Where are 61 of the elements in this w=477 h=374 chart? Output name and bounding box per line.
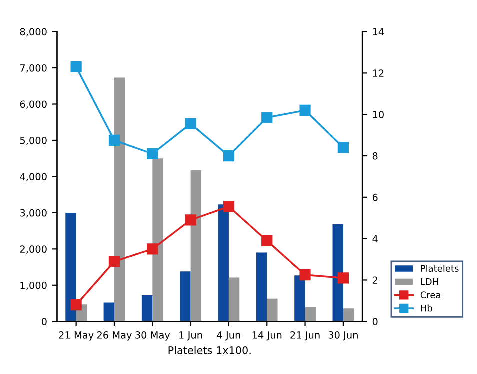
point <box>223 201 235 212</box>
y-tick-label: 2,000 <box>20 246 47 254</box>
bar <box>332 224 344 322</box>
y-tick-label: 5,000 <box>20 136 47 146</box>
y-tick-label: 0 <box>42 318 47 326</box>
point <box>262 112 273 124</box>
y-tick-label: 1,000 <box>20 282 47 290</box>
point <box>262 235 273 246</box>
legend-label: Crea <box>420 292 440 299</box>
bar <box>294 276 306 322</box>
y2-tick-label: 10 <box>373 111 384 118</box>
bar <box>66 212 76 322</box>
x-axis-title: Platelets 1x100. <box>168 346 251 354</box>
x-tick-label: 14 Jun <box>252 332 282 341</box>
legend-label: Hb <box>421 304 432 312</box>
legend-label: LDH <box>421 278 438 286</box>
y-tick-label: 8,000 <box>20 28 47 37</box>
x-tick-label: 1 Jun <box>180 332 202 341</box>
bar <box>305 308 316 322</box>
y2-tick-label: 14 <box>373 28 384 36</box>
y-tick-label: 4,000 <box>20 173 47 182</box>
point <box>108 256 120 268</box>
x-tick-label: 4 Jun <box>217 332 240 341</box>
y2-tick-label: 4 <box>372 235 378 243</box>
point <box>300 104 311 116</box>
x-tick-label: 30 May <box>136 332 170 341</box>
x-tick-label: 21 May <box>59 332 94 341</box>
bar <box>180 272 191 322</box>
point <box>185 118 196 130</box>
y-tick-label: 7,000 <box>20 64 47 73</box>
y2-tick-label: 2 <box>372 276 378 284</box>
legend-label: Platelets <box>421 265 459 272</box>
bar <box>114 78 126 322</box>
y2-tick-label: 6 <box>372 194 378 202</box>
bar <box>228 278 240 322</box>
bar <box>190 170 202 322</box>
point <box>147 244 158 255</box>
bar <box>152 158 164 322</box>
bar <box>256 252 268 322</box>
point <box>70 300 82 311</box>
y-tick-label: 3,000 <box>20 209 47 218</box>
point <box>108 134 120 146</box>
bar <box>343 308 354 322</box>
y2-tick-label: 8 <box>372 152 378 160</box>
bar <box>142 296 153 322</box>
x-tick-label: 21 Jun <box>290 332 320 341</box>
point <box>147 148 158 160</box>
y2-tick-label: 0 <box>372 318 378 326</box>
y2-tick-label: 12 <box>373 70 384 77</box>
x-tick-label: 26 May <box>97 332 132 341</box>
point <box>223 150 235 162</box>
point <box>338 142 349 154</box>
point <box>70 61 82 73</box>
bar <box>218 204 229 322</box>
y-tick-label: 6,000 <box>20 100 47 110</box>
bar <box>267 298 278 322</box>
x-tick-label: 30 Jun <box>328 332 358 341</box>
point <box>338 272 349 284</box>
point <box>185 214 196 226</box>
point <box>300 270 311 281</box>
bar <box>104 302 114 322</box>
